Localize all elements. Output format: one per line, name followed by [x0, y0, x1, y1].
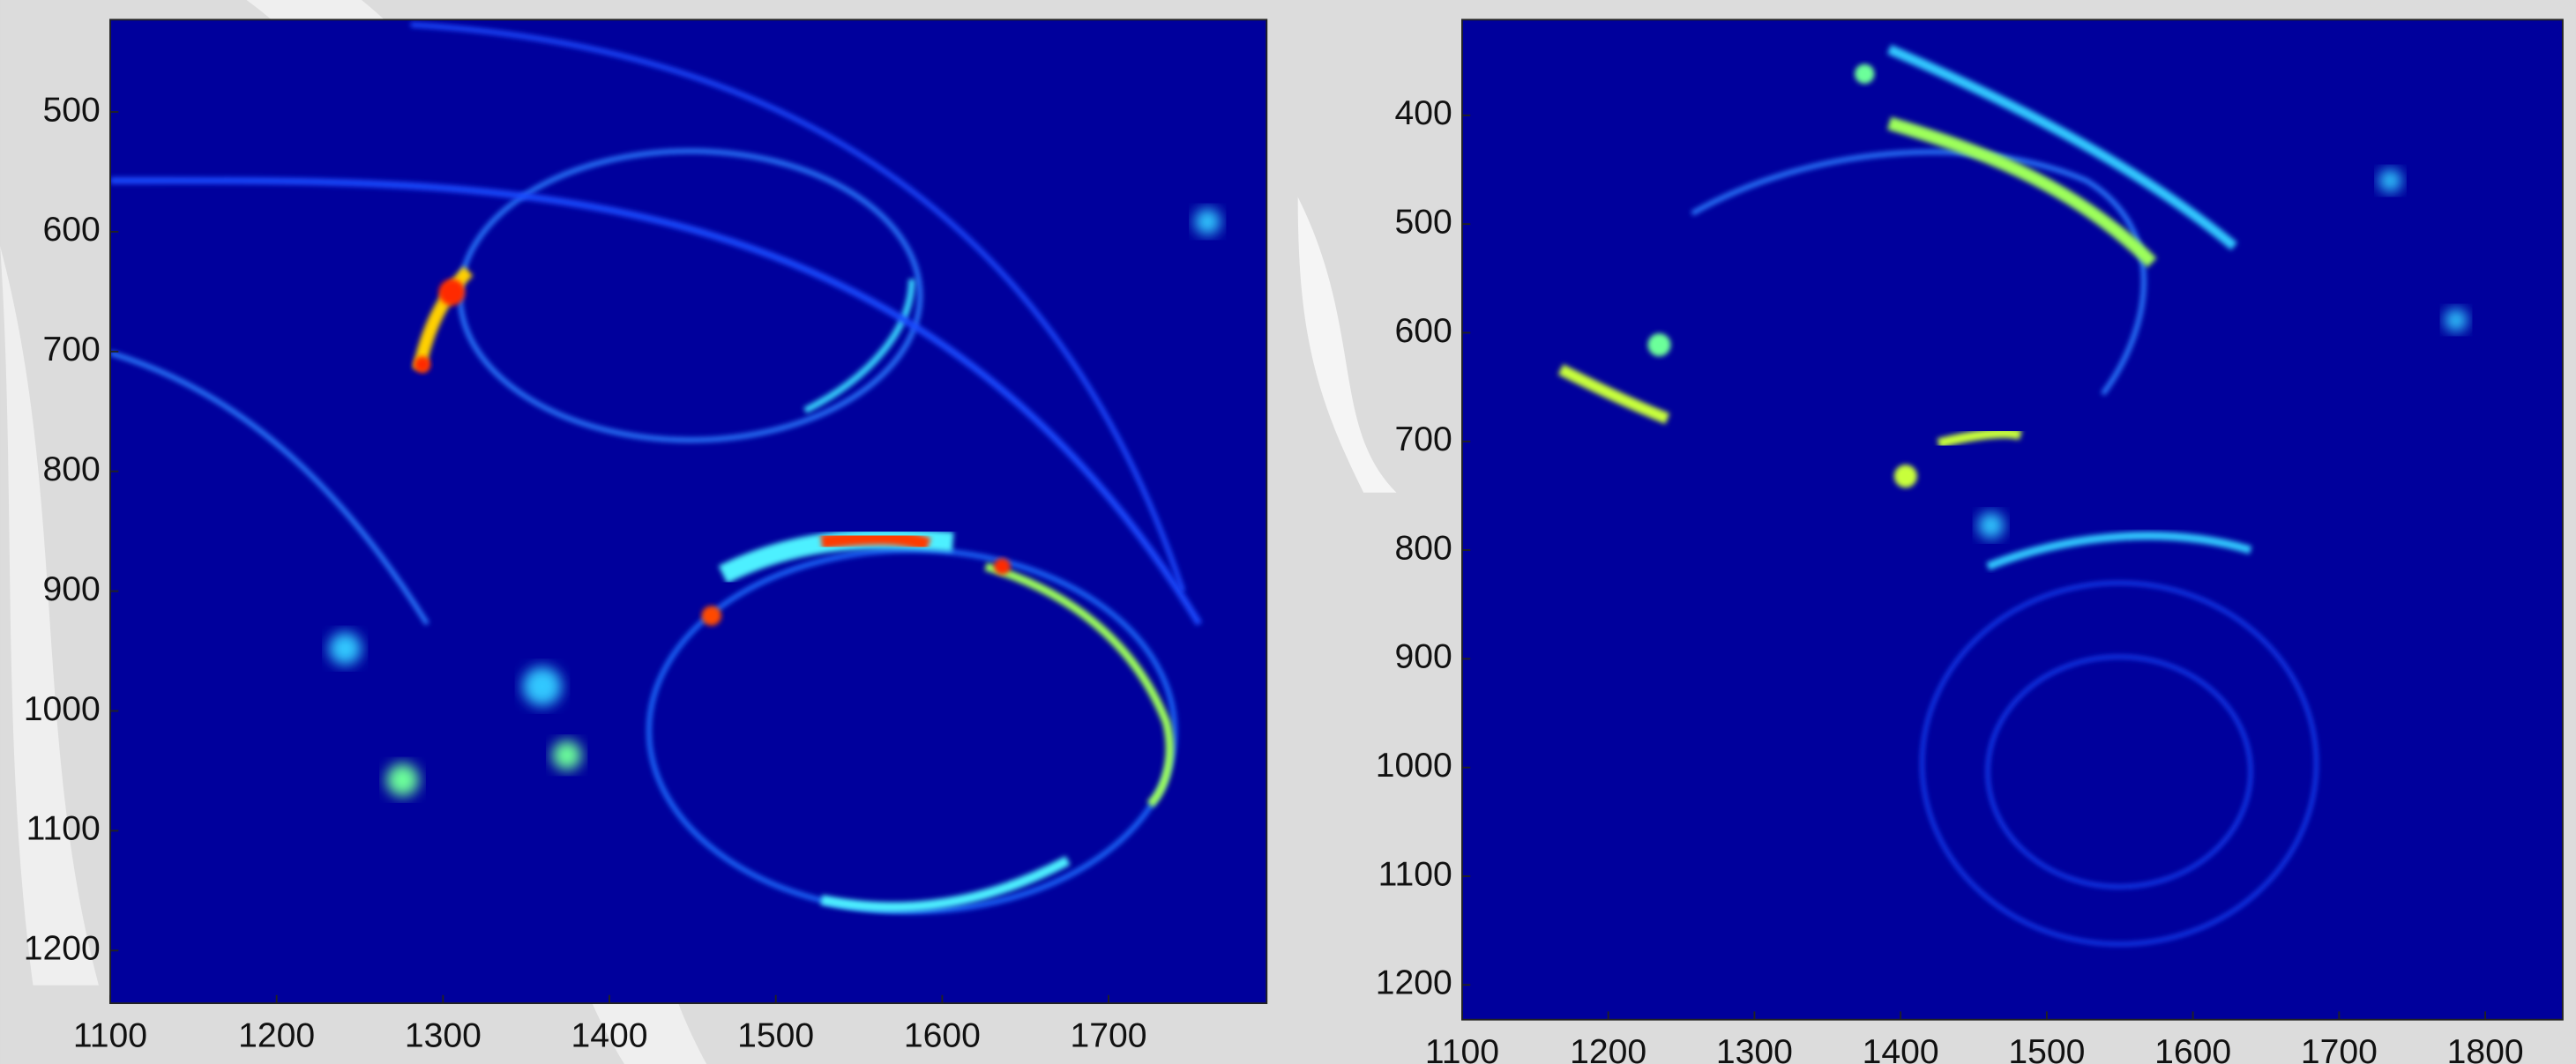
x-tick-label: 1600 — [904, 1017, 981, 1055]
y-tick-label: 500 — [1394, 203, 1452, 241]
y-tick-label: 600 — [1394, 312, 1452, 350]
y-tick-label: 800 — [1394, 529, 1452, 567]
heatmap-image — [1557, 44, 2468, 946]
heatmap-image — [109, 22, 1221, 914]
background-swirl — [0, 246, 99, 986]
axes-frame — [109, 19, 1268, 1005]
y-tick-label: 1200 — [1376, 964, 1452, 1002]
y-tick-label: 1000 — [24, 690, 101, 728]
y-tick-label: 500 — [43, 91, 101, 129]
y-tick-label: 1100 — [26, 810, 101, 848]
y-tick-label: 700 — [43, 331, 101, 368]
x-tick-label: 1800 — [2447, 1033, 2524, 1064]
y-tick-label: 400 — [1394, 94, 1452, 132]
y-tick-label: 900 — [43, 570, 101, 608]
y-tick-label: 600 — [43, 211, 101, 249]
x-tick-label: 1500 — [2008, 1033, 2085, 1064]
x-tick-label: 1300 — [405, 1017, 482, 1055]
x-tick-label: 1300 — [1716, 1033, 1793, 1064]
x-tick-label: 1400 — [1863, 1033, 1939, 1064]
x-tick-label: 1400 — [571, 1017, 648, 1055]
x-tick-label: 1500 — [737, 1017, 814, 1055]
x-tick-label: 1700 — [2301, 1033, 2378, 1064]
heatmap-panel — [109, 19, 1267, 1004]
x-tick-label: 1600 — [2154, 1033, 2231, 1064]
y-tick-label: 1200 — [24, 930, 101, 968]
x-tick-label: 1200 — [1570, 1033, 1646, 1064]
background-swirl — [1297, 197, 1397, 493]
heatmap-panel — [1461, 19, 2563, 1020]
y-tick-label: 900 — [1394, 638, 1452, 676]
y-tick-label: 700 — [1394, 420, 1452, 458]
y-tick-label: 1000 — [1376, 747, 1452, 785]
x-tick-label: 1200 — [238, 1017, 315, 1055]
x-tick-label: 1700 — [1071, 1017, 1147, 1055]
axes-frame — [1461, 19, 2564, 1021]
x-tick-label: 1100 — [73, 1017, 147, 1055]
y-tick-label: 800 — [43, 450, 101, 488]
y-tick-label: 1100 — [1378, 855, 1452, 893]
x-tick-label: 1100 — [1425, 1033, 1499, 1064]
